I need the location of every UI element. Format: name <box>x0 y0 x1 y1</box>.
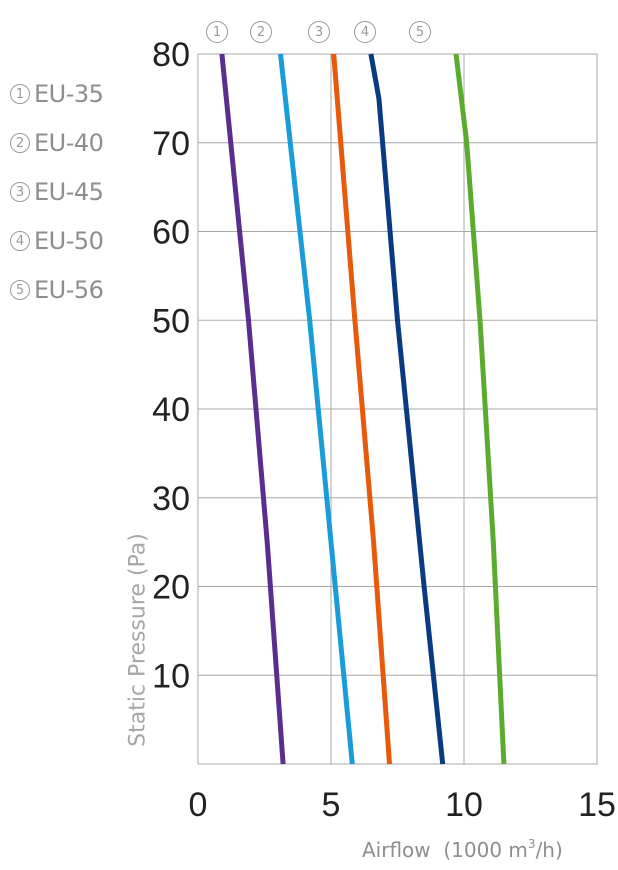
legend-item: 4 EU-50 <box>10 217 104 265</box>
series-top-marker: 2 <box>250 21 272 43</box>
x-tick-label: 15 <box>578 786 616 824</box>
y-tick-label: 10 <box>152 657 190 695</box>
legend-marker: 1 <box>10 84 30 104</box>
x-axis-ticks: 0 5 10 15 <box>189 786 616 824</box>
y-tick-label: 20 <box>152 569 190 607</box>
series-top-marker: 3 <box>308 21 330 43</box>
legend-label: EU-45 <box>34 178 104 206</box>
legend-label: EU-35 <box>34 80 104 108</box>
y-tick-label: 40 <box>152 391 190 429</box>
series-line-eu-50 <box>368 53 446 765</box>
series-lines <box>219 53 507 765</box>
legend-label: EU-50 <box>34 227 104 255</box>
legend-marker: 5 <box>10 280 30 300</box>
series-line-eu-40 <box>278 53 355 765</box>
legend-label: EU-56 <box>34 276 104 304</box>
x-axis-unit-sup: 3 <box>527 837 536 851</box>
legend-marker: 4 <box>10 231 30 251</box>
grid <box>197 53 598 765</box>
y-tick-label: 50 <box>152 302 190 340</box>
legend-item: 3 EU-45 <box>10 168 104 216</box>
y-tick-label: 80 <box>152 36 190 74</box>
series-top-marker: 4 <box>354 21 376 43</box>
x-axis-label: Airflow (1000 m3/h) <box>362 837 563 862</box>
legend-item: 1 EU-35 <box>10 70 104 118</box>
series-line-eu-45 <box>331 53 392 765</box>
y-axis-ticks: 10 20 30 40 50 60 70 80 <box>152 36 190 695</box>
x-axis-unit-prefix: (1000 m <box>443 838 528 862</box>
y-tick-label: 70 <box>152 125 190 163</box>
legend-marker: 3 <box>10 182 30 202</box>
x-tick-label: 0 <box>189 786 208 824</box>
series-line-eu-35 <box>219 53 286 765</box>
legend-label: EU-40 <box>34 129 104 157</box>
x-tick-label: 10 <box>445 786 483 824</box>
x-axis-label-text: Airflow <box>362 838 431 862</box>
x-tick-label: 5 <box>322 786 341 824</box>
x-axis-unit-suffix: /h) <box>535 838 563 862</box>
y-tick-label: 30 <box>152 480 190 518</box>
series-top-marker: 5 <box>409 21 431 43</box>
legend: 1 EU-35 2 EU-40 3 EU-45 4 EU-50 5 EU-56 <box>10 70 104 315</box>
legend-item: 5 EU-56 <box>10 266 104 314</box>
series-top-marker: 1 <box>206 21 228 43</box>
series-line-eu-56 <box>453 53 507 765</box>
legend-marker: 2 <box>10 133 30 153</box>
y-axis-label: Static Pressure (Pa) <box>125 533 151 747</box>
y-tick-label: 60 <box>152 214 190 252</box>
legend-item: 2 EU-40 <box>10 119 104 167</box>
